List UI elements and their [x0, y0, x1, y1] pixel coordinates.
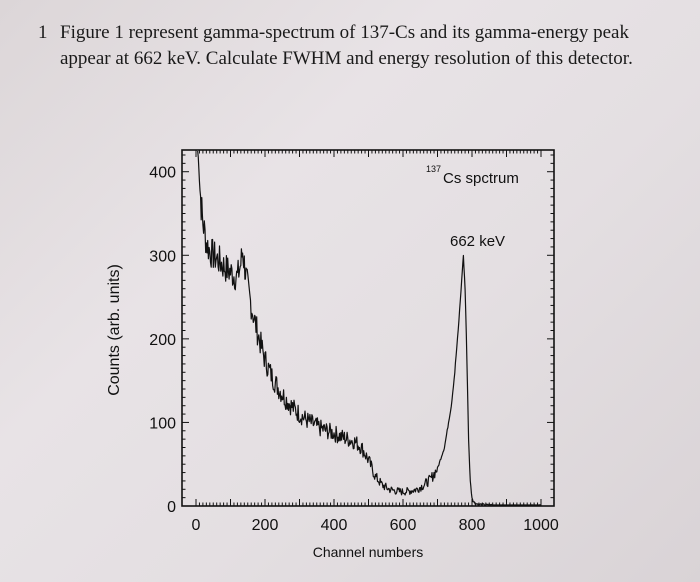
y-tick-label: 400 — [149, 165, 176, 182]
x-tick-label: 200 — [252, 517, 279, 534]
y-tick-label: 300 — [149, 248, 176, 265]
y-tick-label: 100 — [149, 415, 176, 432]
y-tick-label: 200 — [149, 332, 176, 349]
x-axis-label: Channel numbers — [313, 544, 424, 560]
axis-ticks — [182, 150, 554, 507]
question-body: Figure 1 represent gamma-spectrum of 137… — [60, 22, 633, 69]
x-tick-label: 1000 — [523, 517, 559, 534]
chart-title-superscript: 137 — [426, 164, 441, 174]
x-tick-label: 0 — [192, 517, 201, 534]
tick-labels: 0 200 400 600 800 1000 0 100 200 300 400 — [149, 165, 559, 534]
y-tick-label: 0 — [167, 499, 176, 516]
x-tick-label: 400 — [321, 517, 348, 534]
plot-frame — [181, 149, 555, 507]
spectrum-series-line — [197, 150, 542, 506]
y-axis-label: Counts (arb. units) — [106, 264, 123, 396]
question-number: 1 — [38, 22, 48, 43]
x-tick-label: 600 — [390, 517, 417, 534]
x-tick-label: 800 — [459, 517, 486, 534]
peak-annotation: 662 keV — [450, 233, 505, 250]
chart-title: Cs spctrum — [443, 170, 519, 187]
